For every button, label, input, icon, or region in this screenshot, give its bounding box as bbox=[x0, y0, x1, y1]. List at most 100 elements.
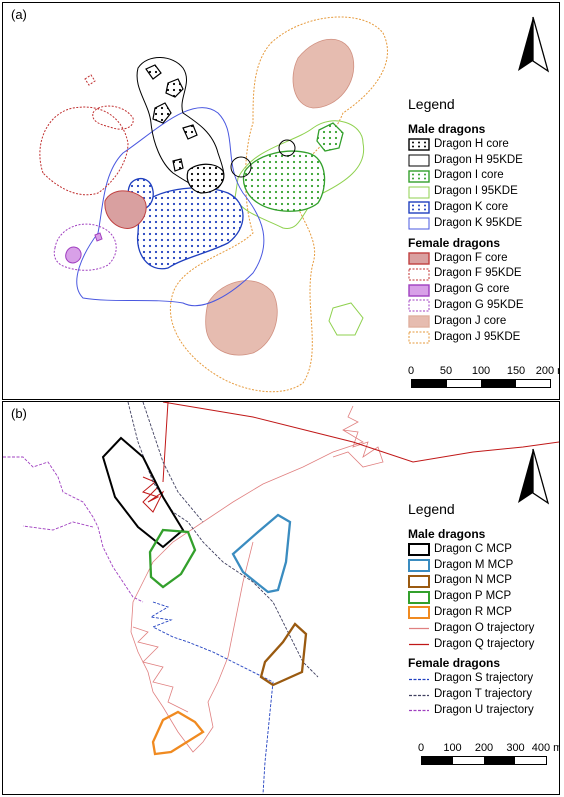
legend-item-label: Dragon J 95KDE bbox=[434, 330, 521, 343]
legend-item: Dragon C MCP bbox=[408, 542, 534, 558]
dragon-m-mcp bbox=[231, 513, 292, 594]
legend-item: Dragon H core bbox=[408, 137, 524, 153]
dragon-p-mcp bbox=[148, 528, 197, 589]
dragon-h-core-4 bbox=[182, 124, 198, 140]
legend-swatch bbox=[408, 331, 430, 344]
scale-tick: 100 bbox=[471, 365, 491, 377]
legend-body: Male dragons Dragon H core Dragon H 95KDE D… bbox=[408, 121, 524, 346]
legend-swatch bbox=[408, 138, 430, 151]
scale-tick: 0 bbox=[417, 742, 425, 754]
legend-body: Male dragons Dragon C MCP Dragon M MCP Drag… bbox=[408, 526, 534, 719]
legend-item: Dragon O trajectory bbox=[408, 621, 534, 637]
legend-item: Dragon M MCP bbox=[408, 558, 534, 574]
scale-tick: 400 m bbox=[531, 742, 560, 754]
legend-item: Dragon F 95KDE bbox=[408, 266, 524, 282]
legend-item-label: Dragon H core bbox=[434, 137, 509, 150]
scale-segments bbox=[411, 379, 551, 388]
legend-item-label: Dragon C MCP bbox=[434, 542, 512, 555]
legend-item-label: Dragon J core bbox=[434, 314, 507, 327]
dragon-f-95kde-islet bbox=[84, 74, 96, 86]
scale-tick: 150 bbox=[506, 365, 526, 377]
dragon-t-trajectory bbox=[127, 402, 319, 678]
dragon-f-core bbox=[104, 190, 147, 229]
legend-swatch bbox=[409, 710, 429, 712]
legend-item: Dragon I core bbox=[408, 168, 524, 184]
legend-item-label: Dragon P MCP bbox=[434, 590, 512, 603]
legend-item-label: Dragon U trajectory bbox=[434, 703, 534, 716]
dragon-s-trajectory bbox=[149, 601, 274, 794]
dragon-j-95kde bbox=[169, 16, 388, 393]
panel-a-label: (a) bbox=[11, 7, 27, 22]
scale-tick: 200 m bbox=[535, 365, 559, 377]
legend-title: Legend bbox=[408, 501, 455, 517]
legend-swatch bbox=[408, 558, 430, 572]
north-arrow-icon bbox=[518, 448, 550, 505]
dragon-j-core-south bbox=[205, 280, 278, 356]
dragon-i-95kde bbox=[234, 120, 365, 229]
legend-item: Dragon J 95KDE bbox=[408, 330, 524, 346]
legend-item-label: Dragon F core bbox=[434, 251, 508, 264]
legend-item-label: Dragon S trajectory bbox=[434, 672, 534, 685]
scale-tick: 200 bbox=[474, 742, 494, 754]
legend-group-title: Female dragons bbox=[408, 656, 501, 671]
legend-swatch bbox=[408, 154, 430, 167]
legend-swatch bbox=[408, 590, 430, 604]
legend-item: Dragon S trajectory bbox=[408, 671, 534, 687]
panel-a-home-range-map: (a) bbox=[2, 2, 560, 400]
scale-tick: 50 bbox=[439, 365, 453, 377]
legend-swatch bbox=[408, 299, 430, 312]
legend-swatch bbox=[408, 606, 430, 620]
dragon-h-core-6 bbox=[186, 163, 225, 194]
legend-item-label: Dragon K 95KDE bbox=[434, 216, 523, 229]
dragon-h-core-3 bbox=[152, 102, 172, 124]
dragon-o-trajectory-cluster-north bbox=[332, 429, 384, 468]
legend-item: Dragon K 95KDE bbox=[408, 216, 524, 232]
legend-swatch bbox=[408, 201, 430, 215]
dragon-q-trajectory-cluster bbox=[141, 473, 165, 513]
legend-swatch bbox=[408, 315, 430, 328]
scale-tick: 0 bbox=[407, 365, 415, 377]
north-arrow-icon bbox=[518, 16, 550, 73]
legend-group-title: Male dragons bbox=[408, 121, 486, 136]
legend-item-label: Dragon M MCP bbox=[434, 558, 514, 571]
legend-item: Dragon G 95KDE bbox=[408, 298, 524, 314]
scale-tick: 300 bbox=[506, 742, 525, 754]
legend-swatch bbox=[408, 217, 430, 230]
dragon-j-core-north bbox=[292, 38, 355, 109]
legend-item-label: Dragon F 95KDE bbox=[434, 267, 522, 280]
scale-labels: 0 50 100 150 200 m bbox=[407, 365, 559, 379]
legend-item: Dragon I 95KDE bbox=[408, 184, 524, 200]
panel-b-label: (b) bbox=[11, 406, 27, 421]
dragon-h-95kde-islet-2 bbox=[278, 139, 296, 157]
legend-item: Dragon U trajectory bbox=[408, 703, 534, 719]
dragon-q-trajectory bbox=[162, 402, 559, 483]
legend-item: Dragon H 95KDE bbox=[408, 153, 524, 169]
dragon-i-core-main bbox=[242, 150, 326, 212]
legend-item-label: Dragon O trajectory bbox=[434, 621, 535, 634]
panel-b-trajectory-map: (b) Legend Male dragons Dragon C MCP Drago… bbox=[2, 401, 560, 795]
dragon-i-core-small bbox=[316, 122, 344, 152]
dragon-o-trajectory-cluster-south bbox=[132, 626, 189, 713]
scale-tick: 100 bbox=[443, 742, 462, 754]
legend-group-title: Female dragons bbox=[408, 235, 501, 250]
dragon-h-core-1 bbox=[145, 64, 162, 80]
legend-item-label: Dragon K core bbox=[434, 200, 509, 213]
scale-labels: 0 100 200 300 400 m bbox=[417, 742, 559, 756]
legend-item: Dragon P MCP bbox=[408, 589, 534, 605]
legend-item-label: Dragon T trajectory bbox=[434, 688, 533, 701]
panel-b-legend: Legend Male dragons Dragon C MCP Dragon M … bbox=[408, 501, 534, 719]
legend-swatch bbox=[408, 283, 430, 297]
legend-group-title: Male dragons bbox=[408, 526, 486, 541]
legend-item: Dragon Q trajectory bbox=[408, 637, 534, 653]
dragon-h-core-5 bbox=[172, 158, 184, 172]
scale-segments bbox=[421, 756, 547, 765]
legend-swatch bbox=[408, 252, 430, 265]
legend-item: Dragon T trajectory bbox=[408, 687, 534, 703]
legend-title: Legend bbox=[408, 96, 455, 112]
panel-a-map bbox=[39, 16, 388, 393]
legend-swatch bbox=[408, 268, 430, 281]
dragon-f-95kde-2 bbox=[92, 105, 134, 130]
legend-item-label: Dragon I core bbox=[434, 169, 504, 182]
legend-swatch bbox=[408, 574, 430, 588]
dragon-o-trajectory bbox=[130, 405, 364, 753]
